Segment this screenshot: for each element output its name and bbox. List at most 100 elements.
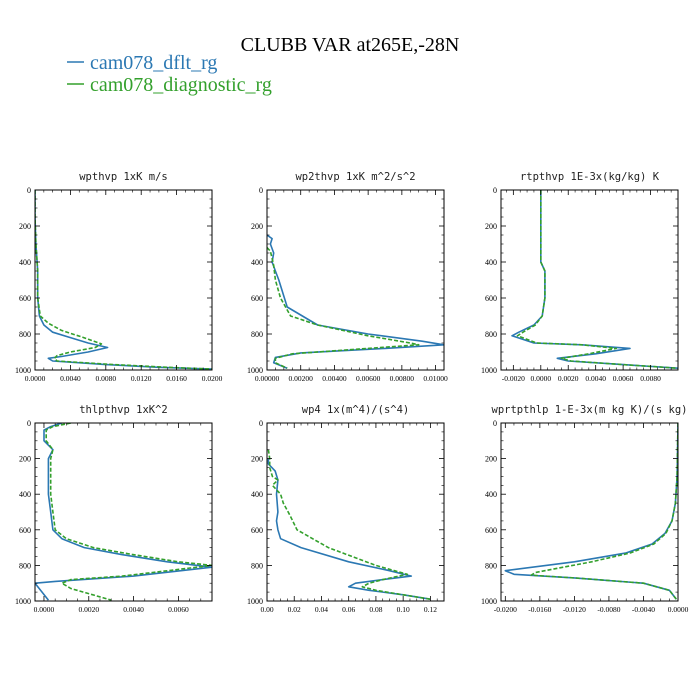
- y-tick-label: 600: [19, 294, 31, 303]
- y-tick-label: 400: [19, 490, 31, 499]
- x-tick-label: 0.0040: [585, 374, 606, 383]
- y-tick-label: 200: [485, 222, 497, 231]
- x-tick-label: 0.0120: [131, 374, 152, 383]
- y-tick-label: 400: [485, 490, 497, 499]
- y-tick-label: 600: [485, 526, 497, 535]
- y-tick-label: 0: [27, 186, 31, 195]
- x-tick-label: 0.00: [260, 605, 273, 614]
- x-tick-label: 0.0160: [166, 374, 187, 383]
- y-tick-label: 800: [251, 330, 263, 339]
- x-tick-label: 0.0080: [640, 374, 661, 383]
- x-tick-label: 0.00000: [255, 374, 280, 383]
- panel-3: rtpthvp 1E-3x(kg/kg) K 0 200 400 600 800 1000-…: [481, 171, 679, 383]
- y-tick-label: 400: [485, 258, 497, 267]
- x-tick-label: 0.0060: [168, 605, 189, 614]
- x-tick-label: 0.08: [369, 605, 382, 614]
- x-tick-label: -0.0200: [494, 605, 517, 614]
- y-tick-label: 0: [493, 186, 497, 195]
- y-tick-label: 1000: [15, 366, 31, 375]
- x-tick-label: 0.0040: [123, 605, 144, 614]
- x-tick-label: 0.0000: [25, 374, 46, 383]
- series-line-diagnostic: [267, 247, 420, 369]
- x-tick-label: 0.0000: [530, 374, 551, 383]
- panel-6: wprtpthlp 1-E-3x(m kg K)/(s kg) 0 200 400 60…: [481, 404, 689, 614]
- panel-frame: [266, 189, 445, 371]
- x-tick-label: 0.02: [288, 605, 301, 614]
- x-tick-label: 0.06: [342, 605, 355, 614]
- y-tick-label: 400: [19, 258, 31, 267]
- x-tick-label: 0.0020: [558, 374, 579, 383]
- y-tick-label: 200: [251, 455, 263, 464]
- y-tick-label: 800: [485, 330, 497, 339]
- y-tick-label: 600: [19, 526, 31, 535]
- panel-title: wp4 1x(m^4)/(s^4): [302, 404, 409, 416]
- x-tick-label: 0.0200: [202, 374, 223, 383]
- series-line-dflt: [35, 190, 212, 370]
- y-tick-label: 800: [485, 561, 497, 570]
- y-tick-label: 600: [251, 526, 263, 535]
- x-tick-label: -0.0120: [563, 605, 586, 614]
- series-line-dflt: [267, 234, 444, 369]
- y-tick-label: 1000: [247, 366, 263, 375]
- x-tick-label: 0.0000: [34, 605, 55, 614]
- y-tick-label: 600: [485, 294, 497, 303]
- x-tick-label: 0.12: [424, 605, 437, 614]
- series-line-dflt: [35, 423, 212, 601]
- figure-title: CLUBB VAR at265E,-28N: [241, 34, 460, 56]
- y-tick-label: 800: [19, 330, 31, 339]
- y-tick-label: 200: [251, 222, 263, 231]
- series-line-dflt: [511, 190, 678, 369]
- x-tick-label: 0.01000: [423, 374, 448, 383]
- y-tick-label: 1000: [481, 597, 497, 606]
- y-tick-label: 1000: [481, 366, 497, 375]
- y-tick-label: 0: [27, 419, 31, 428]
- panel-title: wp2thvp 1xK m^2/s^2: [295, 171, 415, 183]
- series-line-dflt: [267, 458, 431, 600]
- x-tick-label: 0.00600: [356, 374, 381, 383]
- series-line-diagnostic: [45, 423, 212, 601]
- x-tick-label: 0.04: [315, 605, 328, 614]
- y-tick-label: 0: [259, 419, 263, 428]
- series-line-diagnostic: [35, 190, 212, 370]
- x-tick-label: 0.0080: [95, 374, 116, 383]
- series-line-diagnostic: [267, 449, 431, 600]
- series-line-dflt: [504, 423, 678, 600]
- y-tick-label: 800: [19, 561, 31, 570]
- panel-frame: [500, 189, 679, 371]
- legend: cam078_dflt_rg cam078_diagnostic_rg: [67, 52, 272, 96]
- series-line-diagnostic: [530, 423, 678, 600]
- y-tick-label: 200: [485, 455, 497, 464]
- panel-frame: [266, 422, 445, 602]
- panel-frame: [34, 422, 213, 602]
- y-tick-label: 200: [19, 222, 31, 231]
- x-tick-label: 0.0000: [668, 605, 689, 614]
- x-tick-label: -0.0160: [528, 605, 551, 614]
- y-tick-label: 0: [493, 419, 497, 428]
- y-tick-label: 800: [251, 561, 263, 570]
- panel-frame: [34, 189, 213, 371]
- y-tick-label: 1000: [15, 597, 31, 606]
- y-tick-label: 1000: [247, 597, 263, 606]
- panel-2: wp2thvp 1xK m^2/s^2020040060080010000.00…: [247, 171, 448, 383]
- y-tick-label: 400: [251, 490, 263, 499]
- panel-title: thlpthvp 1xK^2: [79, 404, 168, 416]
- x-tick-label: 0.00400: [322, 374, 347, 383]
- legend-label-diagnostic: cam078_diagnostic_rg: [90, 74, 272, 96]
- x-tick-label: -0.0020: [502, 374, 525, 383]
- panel-title: wprtpthlp 1-E-3x(m kg K)/(s kg): [492, 404, 688, 416]
- series-line-diagnostic: [516, 190, 678, 369]
- x-tick-label: 0.00200: [289, 374, 314, 383]
- x-tick-label: 0.0020: [78, 605, 99, 614]
- x-tick-label: -0.0080: [597, 605, 620, 614]
- x-tick-label: 0.10: [397, 605, 410, 614]
- panel-title: rtpthvp 1E-3x(kg/kg) K: [520, 171, 660, 183]
- y-tick-label: 0: [259, 186, 263, 195]
- x-tick-label: 0.0040: [60, 374, 81, 383]
- y-tick-label: 600: [251, 294, 263, 303]
- panel-frame: [500, 422, 679, 602]
